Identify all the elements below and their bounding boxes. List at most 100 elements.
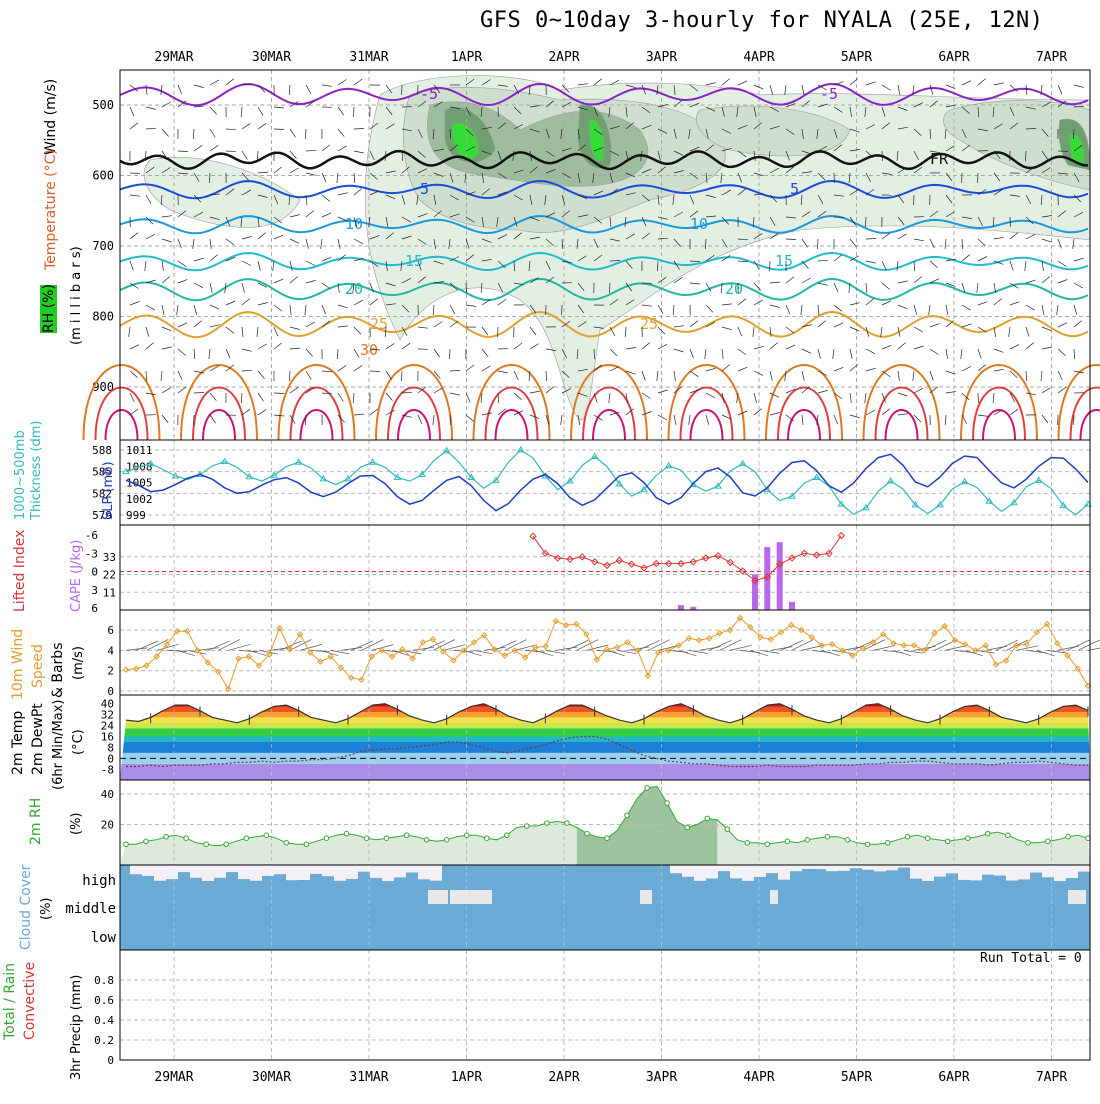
wind-barb xyxy=(834,255,842,261)
wind-barb xyxy=(802,349,811,353)
wind-barb xyxy=(178,261,186,267)
wind-barb xyxy=(865,393,866,403)
wind-barb xyxy=(785,85,786,95)
rh2m-point xyxy=(1066,834,1071,839)
date-label-top: 5APR xyxy=(841,50,872,65)
rh2m-point xyxy=(725,827,730,832)
wind-barb xyxy=(833,349,834,359)
wind-barb xyxy=(850,327,859,331)
wind-barb xyxy=(1042,388,1051,393)
cloud-middle-label: middle xyxy=(65,901,116,917)
wind-barb xyxy=(642,305,652,306)
temp-band-0 xyxy=(120,764,1090,780)
rh2m-point xyxy=(144,839,149,844)
cloud-high-gap xyxy=(394,865,406,877)
wind-barb xyxy=(882,85,891,90)
thick-panel-frame xyxy=(120,440,1090,525)
cloud-high-gap xyxy=(766,865,778,873)
cloud-high-gap xyxy=(274,865,286,874)
cloud-high-gap xyxy=(346,865,358,879)
wind-barb xyxy=(178,85,182,94)
wind-barb xyxy=(210,239,211,249)
wind-barb xyxy=(850,393,851,403)
wind-barb xyxy=(450,321,458,327)
wind10-barb xyxy=(310,650,330,651)
wind-barb xyxy=(194,321,202,327)
wind-barb xyxy=(194,393,204,394)
wind-barb xyxy=(338,305,348,308)
wind-barb xyxy=(354,107,355,117)
cloud-middle-patch-4 xyxy=(770,890,778,904)
wind-barb xyxy=(658,305,663,314)
wind-barb xyxy=(146,343,154,349)
wind-barb xyxy=(482,327,488,335)
wind-barb xyxy=(226,129,236,130)
wind-barb xyxy=(242,261,251,266)
wind-barb xyxy=(738,367,747,371)
wind-barb xyxy=(1010,302,1019,305)
wind-barb xyxy=(801,305,802,315)
wind-barb xyxy=(289,371,290,381)
temp-contour-label: 10 xyxy=(690,215,708,233)
cloud-high-gap xyxy=(730,865,742,878)
wind-barb xyxy=(226,327,234,333)
wind-barb xyxy=(178,151,188,152)
wind-barb xyxy=(994,369,1004,371)
date-label-top: 4APR xyxy=(743,50,774,65)
chart-title: GFS 0~10day 3-hourly for NYALA (25E, 12N… xyxy=(480,8,1044,33)
thermal-loop xyxy=(864,365,940,440)
wind-barb xyxy=(802,85,804,95)
wind-barb xyxy=(258,233,266,239)
wind-barb xyxy=(818,390,828,393)
wind-barb xyxy=(610,349,617,356)
wind-barb xyxy=(194,258,204,261)
temp-band-8 xyxy=(120,707,1090,713)
t2-tick: 40 xyxy=(101,698,114,711)
wind-barb xyxy=(626,348,636,350)
cloud-base xyxy=(120,865,1090,950)
cloud-high-gap xyxy=(742,865,754,881)
precip-tick: 0 xyxy=(107,1054,114,1067)
wind-barb xyxy=(962,255,970,261)
wind-barb xyxy=(594,79,602,85)
rh2m-point xyxy=(244,836,249,841)
wind-barb xyxy=(161,371,162,381)
precip-label-total: Total / Rain xyxy=(2,963,18,1041)
wind-barb xyxy=(914,239,924,241)
rh2m-point xyxy=(785,839,790,844)
wind10-barb xyxy=(689,650,708,653)
wind-barb xyxy=(258,123,266,129)
wind-barb xyxy=(994,299,1002,305)
wind-barb xyxy=(1058,387,1066,393)
wind-barb xyxy=(418,327,428,328)
wind-barb xyxy=(338,365,346,371)
cloud-high-gap xyxy=(226,865,238,872)
temp-contour-label: 20 xyxy=(725,280,743,298)
wind-barb xyxy=(625,327,626,337)
t2-label-a: 2m Temp xyxy=(10,711,26,775)
wind-barb xyxy=(210,129,215,138)
cloud-high-gap xyxy=(202,865,214,881)
wind-barb xyxy=(770,327,771,337)
cloud-high-gap xyxy=(994,865,1006,876)
wind-barb xyxy=(130,302,139,306)
wind-barb xyxy=(753,327,754,337)
li-tick: 3 xyxy=(91,584,98,597)
rh-tick: 40 xyxy=(101,788,114,801)
temp-contour-label: 20 xyxy=(345,280,363,298)
wind-barb xyxy=(930,239,934,248)
thermal-loop xyxy=(388,388,440,441)
wind-barb xyxy=(1009,327,1010,337)
wind-barb xyxy=(722,365,730,371)
wind-barb xyxy=(194,415,195,425)
wind-barb xyxy=(722,79,730,85)
wind-barb xyxy=(690,371,698,377)
wind-barb xyxy=(818,305,819,315)
cloud-high-gap xyxy=(1042,865,1054,877)
wind-barb xyxy=(594,349,595,359)
rh2m-point xyxy=(304,842,309,847)
wind-barb xyxy=(882,345,891,349)
wind-barb xyxy=(162,261,163,271)
wind-barb xyxy=(274,343,282,349)
wind-barb xyxy=(290,168,299,173)
